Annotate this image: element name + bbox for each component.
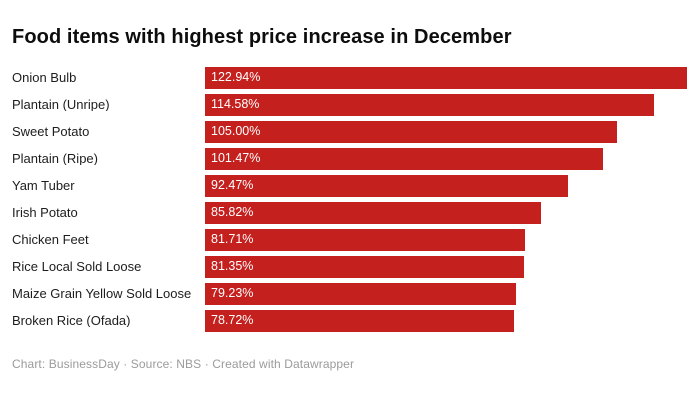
bar-track: 81.35% xyxy=(205,255,687,278)
bar: 114.58% xyxy=(205,93,655,116)
value-label: 81.71% xyxy=(211,232,254,247)
category-label: Onion Bulb xyxy=(12,71,77,84)
bar-row: Maize Grain Yellow Sold Loose 79.23% xyxy=(12,280,687,307)
value-label: 122.94% xyxy=(211,70,261,85)
bar: 81.35% xyxy=(205,255,524,278)
bar-rows: Onion Bulb 122.94% Plantain (Unripe) 114… xyxy=(0,62,700,334)
category-label: Irish Potato xyxy=(12,206,78,219)
bar: 122.94% xyxy=(205,66,687,89)
chart-footer: Chart: BusinessDay · Source: NBS · Creat… xyxy=(12,357,355,371)
value-label: 78.72% xyxy=(211,313,254,328)
category-label: Broken Rice (Ofada) xyxy=(12,314,131,327)
bar-row: Onion Bulb 122.94% xyxy=(12,64,687,91)
bar-track: 78.72% xyxy=(205,309,687,332)
bar-row: Broken Rice (Ofada) 78.72% xyxy=(12,307,687,334)
category-label: Plantain (Ripe) xyxy=(12,152,98,165)
category-label: Rice Local Sold Loose xyxy=(12,260,142,273)
value-label: 101.47% xyxy=(211,151,261,166)
bar: 79.23% xyxy=(205,282,516,305)
bar-track: 105.00% xyxy=(205,120,687,143)
value-label: 85.82% xyxy=(211,205,254,220)
bar-track: 122.94% xyxy=(205,66,687,89)
bar-track: 81.71% xyxy=(205,228,687,251)
category-label: Sweet Potato xyxy=(12,125,90,138)
chart-title: Food items with highest price increase i… xyxy=(12,26,512,48)
bar-track: 101.47% xyxy=(205,147,687,170)
category-label: Maize Grain Yellow Sold Loose xyxy=(12,287,192,300)
category-label: Plantain (Unripe) xyxy=(12,98,110,111)
bar-track: 85.82% xyxy=(205,201,687,224)
value-label: 105.00% xyxy=(211,124,261,139)
bar-row: Rice Local Sold Loose 81.35% xyxy=(12,253,687,280)
bar-row: Plantain (Unripe) 114.58% xyxy=(12,91,687,118)
bar: 105.00% xyxy=(205,120,617,143)
bar-row: Yam Tuber 92.47% xyxy=(12,172,687,199)
category-label: Chicken Feet xyxy=(12,233,89,246)
bar: 101.47% xyxy=(205,147,603,170)
value-label: 81.35% xyxy=(211,259,254,274)
bar-row: Irish Potato 85.82% xyxy=(12,199,687,226)
bar: 81.71% xyxy=(205,228,526,251)
value-label: 114.58% xyxy=(211,97,260,112)
bar: 85.82% xyxy=(205,201,542,224)
bar-track: 114.58% xyxy=(205,93,687,116)
bar-row: Sweet Potato 105.00% xyxy=(12,118,687,145)
value-label: 79.23% xyxy=(211,286,254,301)
bar-track: 92.47% xyxy=(205,174,687,197)
bar-row: Plantain (Ripe) 101.47% xyxy=(12,145,687,172)
value-label: 92.47% xyxy=(211,178,254,193)
bar: 78.72% xyxy=(205,309,514,332)
category-label: Yam Tuber xyxy=(12,179,75,192)
bar: 92.47% xyxy=(205,174,568,197)
bar-track: 79.23% xyxy=(205,282,687,305)
bar-row: Chicken Feet 81.71% xyxy=(12,226,687,253)
